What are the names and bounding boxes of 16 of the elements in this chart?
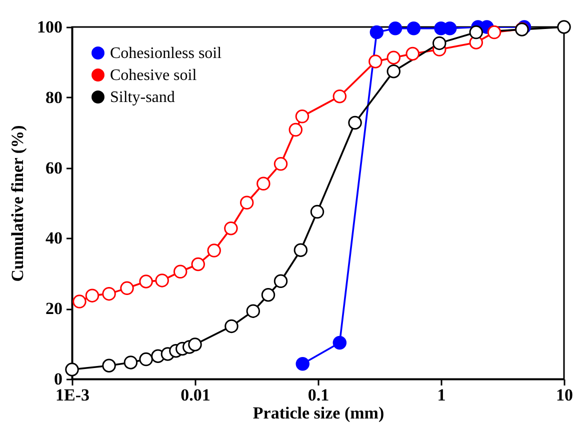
y-tick-label: 100 xyxy=(37,18,62,36)
y-tick-label: 40 xyxy=(46,228,62,248)
x-tick-label: 0.1 xyxy=(308,386,330,404)
x-tick-label: 10 xyxy=(556,386,573,404)
x-axis-title: Praticle size (mm) xyxy=(252,404,384,422)
y-tick-label: 0 xyxy=(54,370,62,388)
y-tick-label: 20 xyxy=(46,299,62,318)
x-tick-label: 0.01 xyxy=(180,386,210,404)
x-tick-label: 1E-3 xyxy=(56,386,90,404)
legend-label: Silty-sand xyxy=(110,89,175,106)
y-tick-label: 80 xyxy=(46,88,62,107)
x-tick-label: 1 xyxy=(437,386,446,404)
y-tick-label: 60 xyxy=(46,158,62,178)
y-axis-title: Cumulative finer (%) xyxy=(8,125,27,282)
legend-label: Cohesive soil xyxy=(110,67,198,84)
legend-label: Cohesionless soil xyxy=(110,45,222,62)
